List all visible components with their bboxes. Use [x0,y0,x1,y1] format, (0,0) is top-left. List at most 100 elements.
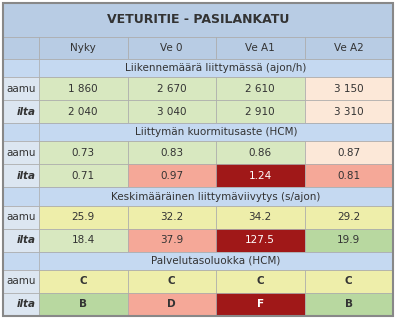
Bar [39,187,393,206]
Bar [305,206,393,229]
Text: C: C [80,277,87,286]
Bar [3,37,39,59]
Bar [39,37,128,59]
Text: B: B [345,300,353,309]
Text: 3 150: 3 150 [334,84,364,93]
Bar [305,77,393,100]
Bar [128,77,216,100]
Bar [216,141,305,164]
Text: ilta: ilta [17,107,36,116]
Bar [305,100,393,123]
Text: 0.86: 0.86 [249,148,272,158]
Text: Liittymän kuormitusaste (HCM): Liittymän kuormitusaste (HCM) [135,127,297,137]
Bar [216,100,305,123]
Text: 29.2: 29.2 [337,212,360,222]
Bar [216,37,305,59]
Bar [128,141,216,164]
Text: 34.2: 34.2 [249,212,272,222]
Bar [39,100,128,123]
Bar [39,270,128,293]
Text: 0.83: 0.83 [160,148,183,158]
Text: 19.9: 19.9 [337,235,360,245]
Text: Ve A2: Ve A2 [334,43,364,53]
Bar [305,270,393,293]
Bar [216,270,305,293]
Bar [39,59,393,77]
Text: 2 040: 2 040 [69,107,98,116]
Text: Nyky: Nyky [70,43,96,53]
Bar [39,229,128,252]
Text: aamu: aamu [6,212,36,222]
Text: 0.97: 0.97 [160,171,183,181]
Bar [39,164,128,187]
Bar [3,270,39,293]
Bar [3,123,393,141]
Bar [216,77,305,100]
Text: D: D [168,300,176,309]
Bar [39,206,128,229]
Bar [128,293,216,316]
Bar [305,229,393,252]
Text: 1.24: 1.24 [249,171,272,181]
Text: 0.87: 0.87 [337,148,360,158]
Bar [216,293,305,316]
Text: 127.5: 127.5 [245,235,275,245]
Bar [305,37,393,59]
Bar [3,252,393,270]
Bar [3,100,39,123]
Bar [39,123,393,141]
Text: 32.2: 32.2 [160,212,183,222]
Text: Palvelutasoluokka (HCM): Palvelutasoluokka (HCM) [151,256,281,266]
Text: ilta: ilta [17,171,36,181]
Bar [39,252,393,270]
Text: 2 670: 2 670 [157,84,187,93]
Bar [305,164,393,187]
Bar [3,229,39,252]
Text: 3 310: 3 310 [334,107,364,116]
Text: F: F [257,300,264,309]
Bar [3,187,393,206]
Bar [216,206,305,229]
Bar [3,59,393,77]
Text: 0.73: 0.73 [72,148,95,158]
Bar [216,164,305,187]
Text: 25.9: 25.9 [72,212,95,222]
Text: C: C [257,277,264,286]
Bar [3,206,39,229]
Text: ilta: ilta [17,235,36,245]
Text: B: B [79,300,87,309]
Text: 0.71: 0.71 [72,171,95,181]
Bar [3,293,39,316]
Text: 3 040: 3 040 [157,107,187,116]
Bar [128,270,216,293]
Text: Ve A1: Ve A1 [246,43,275,53]
Text: C: C [168,277,175,286]
Bar [3,3,393,37]
Bar [3,164,39,187]
Bar [39,293,128,316]
Text: 2 910: 2 910 [246,107,275,116]
Text: 1 860: 1 860 [69,84,98,93]
Bar [305,141,393,164]
Text: Ve 0: Ve 0 [160,43,183,53]
Bar [3,77,39,100]
Bar [128,164,216,187]
Text: ilta: ilta [17,300,36,309]
Bar [3,141,39,164]
Text: 37.9: 37.9 [160,235,183,245]
Text: Keskimääräinen liittymäviivytys (s/ajon): Keskimääräinen liittymäviivytys (s/ajon) [111,191,321,202]
Bar [128,100,216,123]
Text: 18.4: 18.4 [72,235,95,245]
Bar [39,141,128,164]
Text: 0.81: 0.81 [337,171,360,181]
Bar [39,77,128,100]
Bar [128,229,216,252]
Bar [128,37,216,59]
Text: C: C [345,277,352,286]
Bar [305,293,393,316]
Text: VETURITIE - PASILANKATU: VETURITIE - PASILANKATU [107,13,289,26]
Bar [128,206,216,229]
Text: aamu: aamu [6,84,36,93]
Text: aamu: aamu [6,148,36,158]
Text: aamu: aamu [6,277,36,286]
